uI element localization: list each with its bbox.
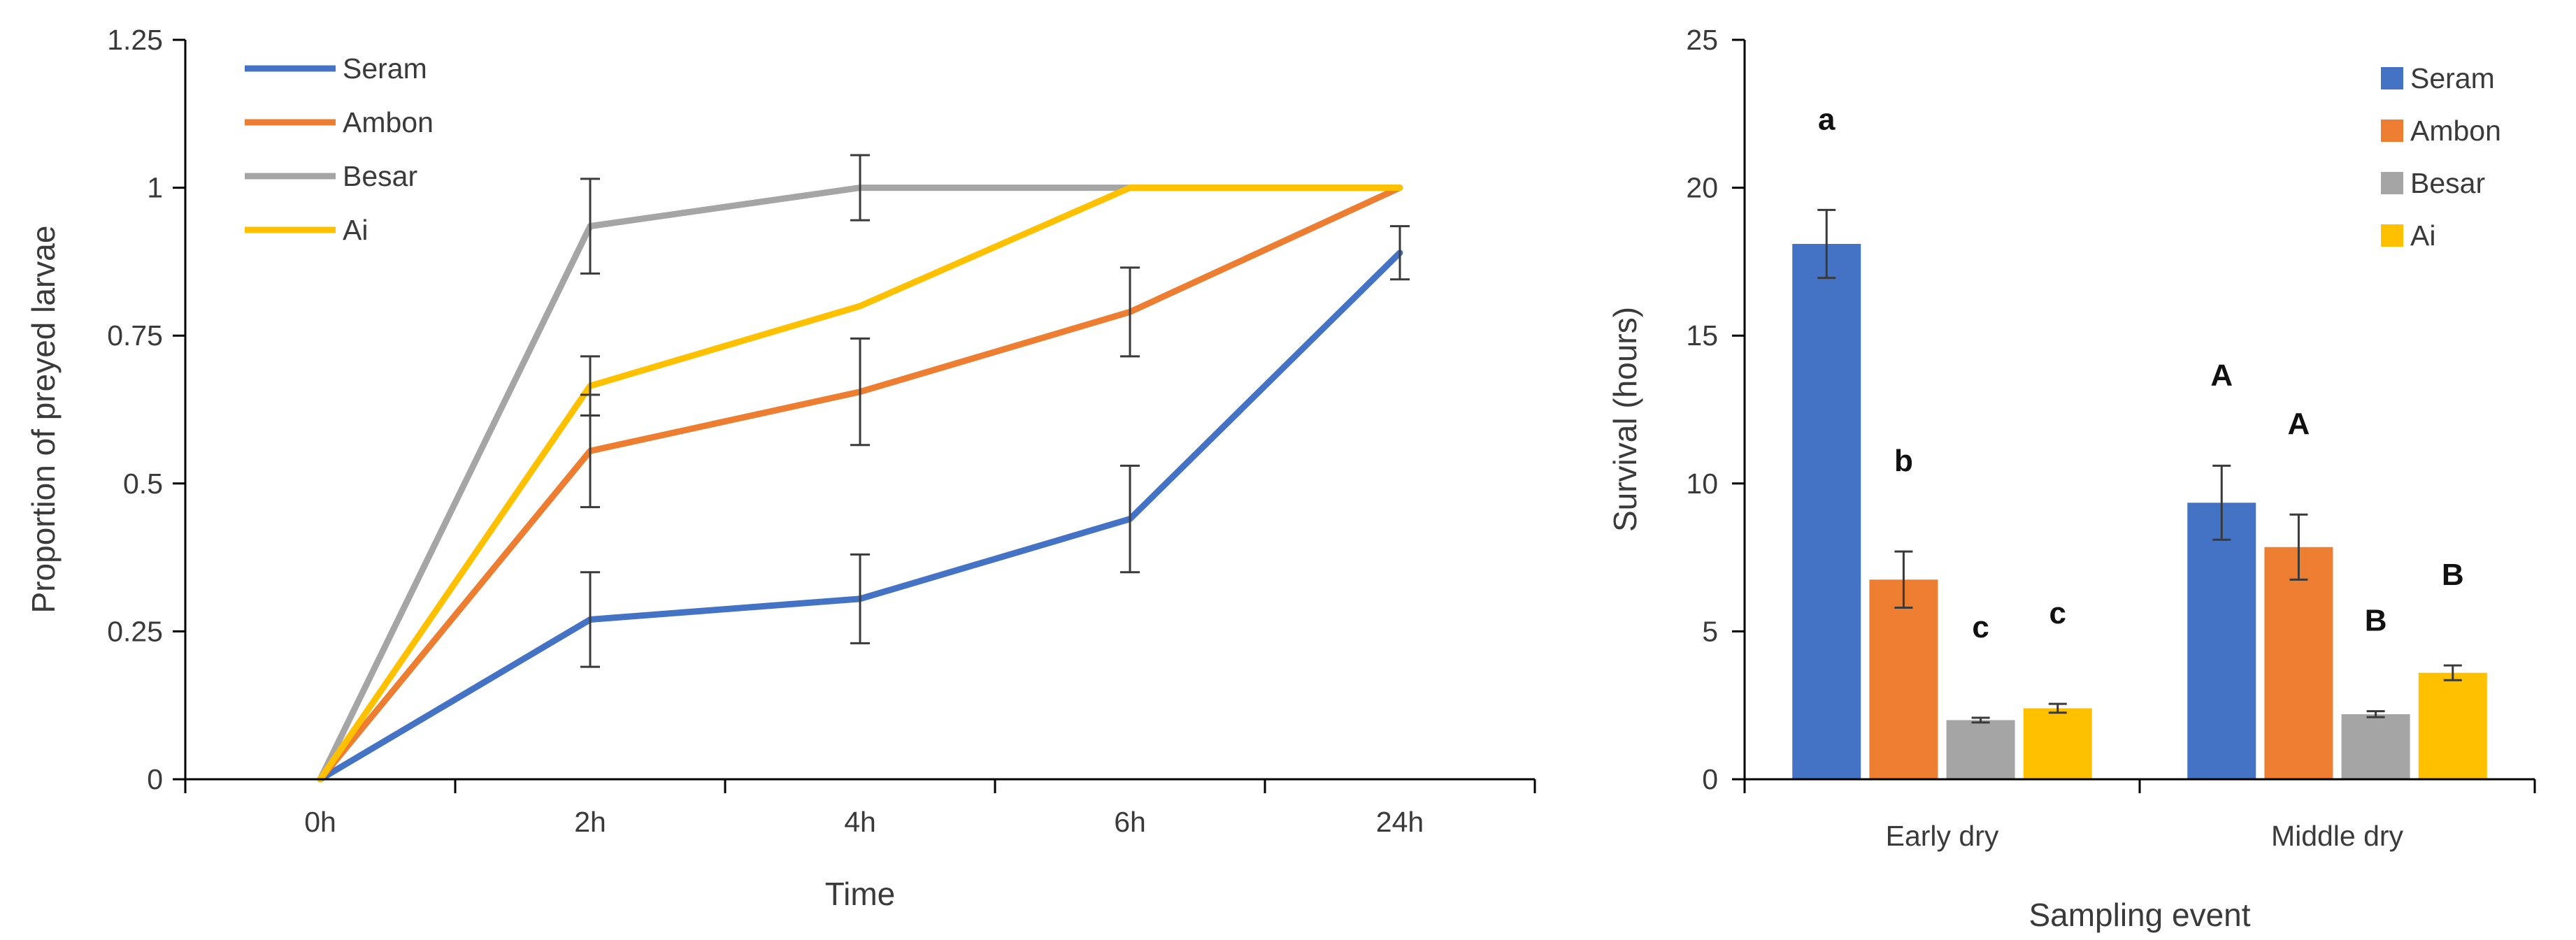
legend: Seram Ambon Besar Ai xyxy=(245,52,434,246)
y-tick-label: 0.5 xyxy=(123,468,163,500)
significance-letter: b xyxy=(1894,444,1913,478)
y-axis-title: Proportion of preyed larvae xyxy=(25,226,62,614)
significance-letter: a xyxy=(1818,102,1836,136)
series-line-ai xyxy=(317,185,1403,783)
bars xyxy=(1792,244,2487,779)
bar-ambon xyxy=(2264,547,2333,779)
series-line-besar xyxy=(317,185,1403,783)
significance-letter: A xyxy=(2210,358,2233,392)
x-tick-label: 4h xyxy=(844,806,876,838)
legend-label: Besar xyxy=(343,160,417,192)
significance-letter: B xyxy=(2365,604,2387,638)
line-series xyxy=(317,185,1403,783)
bar-seram xyxy=(1792,244,1861,779)
error-bars xyxy=(580,154,1410,668)
bar-ai xyxy=(2418,672,2487,779)
x-tick-label: 2h xyxy=(574,806,606,838)
x-axis-ticks: 0h 2h 4h 6h 24h xyxy=(184,779,1536,838)
legend-swatch-ai xyxy=(2381,224,2403,247)
legend-label: Ambon xyxy=(343,106,434,138)
legend-swatch-besar xyxy=(2381,172,2403,194)
bar-ai xyxy=(2023,708,2092,779)
bar-besar xyxy=(2341,714,2410,779)
y-tick-label: 10 xyxy=(1686,468,1718,500)
y-tick-label: 0 xyxy=(147,763,163,795)
y-tick-label: 25 xyxy=(1686,24,1718,56)
y-tick-label: 0.75 xyxy=(107,319,163,352)
x-tick-label: 6h xyxy=(1114,806,1146,838)
legend-label: Seram xyxy=(343,52,427,85)
y-axis-ticks: 0 5 10 15 20 25 xyxy=(1686,24,1745,795)
significance-letters: a Ab Ac Bc B xyxy=(1818,102,2464,644)
y-tick-label: 15 xyxy=(1686,319,1718,352)
legend-label: Seram xyxy=(2410,62,2495,94)
line-chart: 0 0.25 0.5 0.75 1 1.25 0h 2h 4h 6h 24h Time Propo… xyxy=(25,24,1536,912)
significance-letter: c xyxy=(2049,596,2066,630)
x-axis-ticks: Early dry Middle dry xyxy=(1743,779,2536,852)
y-axis-title: Survival (hours) xyxy=(1607,307,1643,532)
legend-label: Ai xyxy=(343,214,368,246)
x-tick-label: Middle dry xyxy=(2271,820,2404,852)
legend: Seram Ambon Besar Ai xyxy=(2381,62,2501,252)
y-tick-label: 1.25 xyxy=(107,24,163,56)
bar-seram xyxy=(2187,502,2256,779)
significance-letter: A xyxy=(2288,407,2310,441)
y-tick-label: 1 xyxy=(147,172,163,204)
x-tick-label: 24h xyxy=(1376,806,1424,838)
legend-label: Ambon xyxy=(2410,115,2501,147)
error-bars xyxy=(1817,208,2462,724)
bar-ambon xyxy=(1869,579,1938,779)
y-tick-label: 20 xyxy=(1686,172,1718,204)
x-axis-title: Sampling event xyxy=(2028,897,2250,933)
legend-swatch-ambon xyxy=(2381,120,2403,142)
x-axis-title: Time xyxy=(825,876,896,912)
significance-letter: B xyxy=(2442,558,2464,592)
x-tick-label: 0h xyxy=(304,806,336,838)
series-line-seram xyxy=(317,250,1403,783)
series-line-ambon xyxy=(317,185,1403,783)
y-axis-ticks: 0 0.25 0.5 0.75 1 1.25 xyxy=(107,24,185,795)
y-tick-label: 0.25 xyxy=(107,615,163,647)
legend-label: Ai xyxy=(2410,219,2435,252)
bar-besar xyxy=(1946,720,2015,779)
y-tick-label: 5 xyxy=(1702,615,1718,647)
x-tick-label: Early dry xyxy=(1886,820,1999,852)
significance-letter: c xyxy=(1972,610,1989,644)
y-tick-label: 0 xyxy=(1702,763,1718,795)
legend-swatch-seram xyxy=(2381,67,2403,89)
legend-label: Besar xyxy=(2410,167,2485,199)
